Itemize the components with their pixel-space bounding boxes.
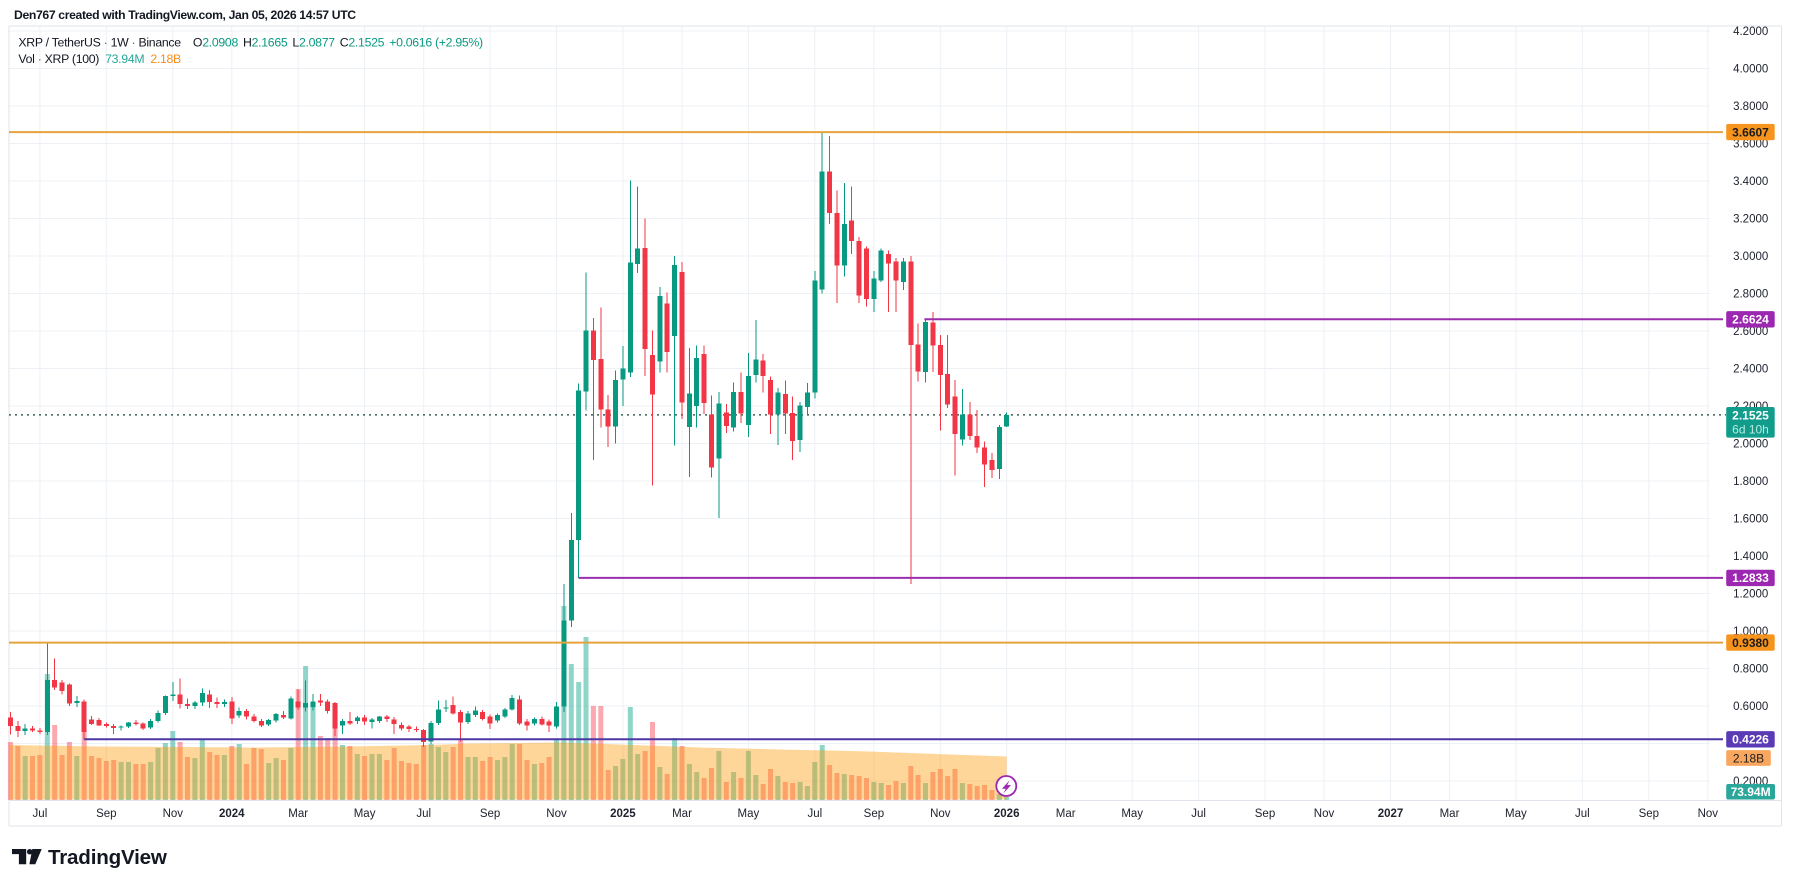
svg-text:Nov: Nov xyxy=(1698,808,1719,820)
svg-text:May: May xyxy=(1121,808,1143,820)
svg-text:6d 10h: 6d 10h xyxy=(1732,422,1769,436)
svg-text:2.8000: 2.8000 xyxy=(1733,289,1768,301)
svg-text:Jul: Jul xyxy=(807,808,822,820)
svg-text:Nov: Nov xyxy=(163,808,184,820)
svg-text:0.9380: 0.9380 xyxy=(1732,636,1769,650)
svg-text:2.6624: 2.6624 xyxy=(1732,313,1769,327)
svg-text:2.4000: 2.4000 xyxy=(1733,364,1768,376)
svg-text:1.8000: 1.8000 xyxy=(1733,476,1768,488)
svg-text:Mar: Mar xyxy=(1440,808,1460,820)
svg-text:May: May xyxy=(738,808,760,820)
svg-text:Jul: Jul xyxy=(1575,808,1590,820)
svg-text:3.4000: 3.4000 xyxy=(1733,176,1768,188)
svg-text:Nov: Nov xyxy=(930,808,951,820)
svg-text:Nov: Nov xyxy=(1314,808,1335,820)
svg-text:XRP / TetherUS · 1W · Binance: XRP / TetherUS · 1W · Binance O2.0908 H2.… xyxy=(18,36,483,50)
svg-text:1.2833: 1.2833 xyxy=(1732,571,1769,585)
svg-text:Sep: Sep xyxy=(480,808,500,820)
svg-text:2027: 2027 xyxy=(1378,808,1404,820)
svg-text:4.2000: 4.2000 xyxy=(1733,26,1768,38)
svg-text:3.6607: 3.6607 xyxy=(1732,125,1769,139)
svg-text:3.0000: 3.0000 xyxy=(1733,251,1768,263)
svg-text:1.4000: 1.4000 xyxy=(1733,551,1768,563)
svg-text:2.0000: 2.0000 xyxy=(1733,439,1768,451)
svg-text:May: May xyxy=(354,808,376,820)
svg-text:Sep: Sep xyxy=(96,808,116,820)
svg-text:Den767 created with TradingVie: Den767 created with TradingView.com, Jan… xyxy=(14,8,356,22)
svg-text:Sep: Sep xyxy=(1639,808,1659,820)
svg-text:3.2000: 3.2000 xyxy=(1733,214,1768,226)
svg-text:3.8000: 3.8000 xyxy=(1733,101,1768,113)
svg-text:2.1525: 2.1525 xyxy=(1732,409,1769,423)
svg-text:2026: 2026 xyxy=(994,808,1020,820)
svg-text:Mar: Mar xyxy=(672,808,692,820)
svg-text:Sep: Sep xyxy=(864,808,884,820)
svg-text:TradingView: TradingView xyxy=(48,846,168,869)
svg-text:2.18B: 2.18B xyxy=(1733,751,1764,765)
svg-text:Jul: Jul xyxy=(33,808,48,820)
svg-text:Jul: Jul xyxy=(1191,808,1206,820)
svg-text:2025: 2025 xyxy=(610,808,636,820)
svg-text:Nov: Nov xyxy=(546,808,567,820)
svg-text:Mar: Mar xyxy=(1056,808,1076,820)
svg-text:1.2000: 1.2000 xyxy=(1733,589,1768,601)
svg-text:0.6000: 0.6000 xyxy=(1733,701,1768,713)
svg-text:Jul: Jul xyxy=(416,808,431,820)
svg-text:2024: 2024 xyxy=(219,808,245,820)
svg-text:Sep: Sep xyxy=(1255,808,1275,820)
svg-text:Mar: Mar xyxy=(288,808,308,820)
svg-text:0.4226: 0.4226 xyxy=(1732,733,1769,747)
svg-text:2.6000: 2.6000 xyxy=(1733,326,1768,338)
svg-text:0.8000: 0.8000 xyxy=(1733,664,1768,676)
svg-text:73.94M: 73.94M xyxy=(1731,785,1771,799)
svg-text:4.0000: 4.0000 xyxy=(1733,64,1768,76)
svg-text:1.6000: 1.6000 xyxy=(1733,514,1768,526)
svg-text:May: May xyxy=(1505,808,1527,820)
svg-text:3.6000: 3.6000 xyxy=(1733,139,1768,151)
